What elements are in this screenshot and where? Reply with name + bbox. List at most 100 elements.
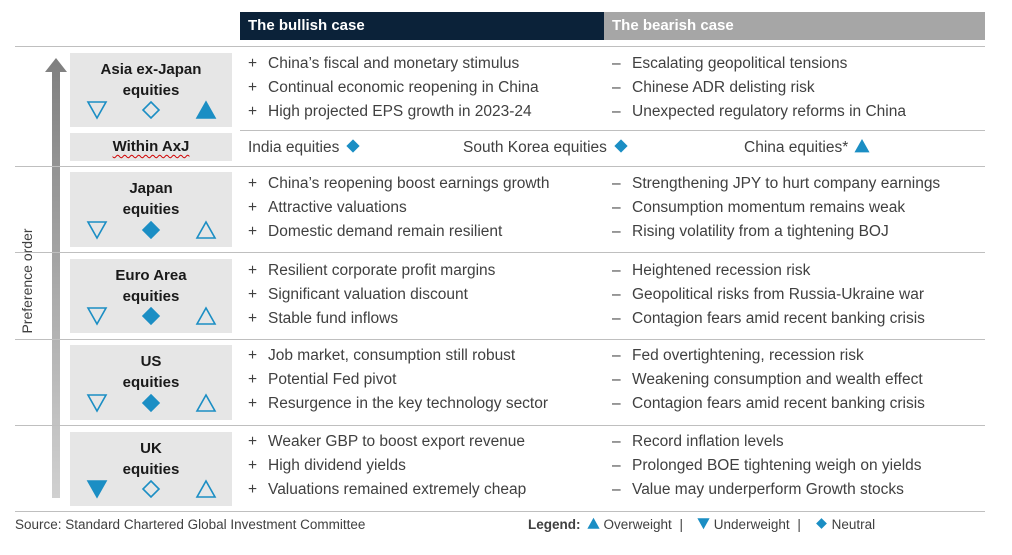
within-axj-item: South Korea equities (463, 137, 629, 159)
plus-marker: + (248, 371, 258, 388)
bearish-point: – Contagion fears amid recent banking cri… (612, 308, 925, 330)
minus-marker: – (612, 55, 621, 72)
legend-separator: | (793, 517, 805, 532)
underweight-triangle-icon (86, 305, 108, 327)
neutral-diamond-icon (140, 99, 162, 121)
neutral-diamond-icon (339, 139, 361, 156)
bullish-text: High dividend yields (268, 457, 406, 474)
bearish-text: Weakening consumption and wealth effect (632, 371, 923, 388)
minus-marker: – (612, 433, 621, 450)
bullish-point: + Job market, consumption still robust (248, 345, 515, 367)
minus-marker: – (612, 199, 621, 216)
plus-marker: + (248, 457, 258, 474)
plus-marker: + (248, 395, 258, 412)
within-axj-text: China equities* (744, 139, 849, 156)
plus-marker: + (248, 223, 258, 240)
bullish-text: Domestic demand remain resilient (268, 223, 503, 240)
market-name: Asia ex-Japan equities (100, 61, 202, 99)
bearish-text: Prolonged BOE tightening weigh on yields (632, 457, 922, 474)
bearish-point: – Record inflation levels (612, 431, 784, 453)
underweight-triangle-icon (691, 517, 714, 532)
bullish-point: + Domestic demand remain resilient (248, 221, 502, 243)
overweight-triangle-icon (195, 219, 217, 241)
neutral-diamond-icon (809, 517, 832, 532)
bullish-text: Significant valuation discount (268, 286, 468, 303)
bearish-text: Escalating geopolitical tensions (632, 55, 848, 72)
market-name: Japan equities (122, 180, 180, 218)
underweight-triangle-icon (86, 99, 108, 121)
row-divider (240, 130, 985, 131)
bearish-text: Consumption momentum remains weak (632, 199, 906, 216)
bullish-text: Attractive valuations (268, 199, 407, 216)
bullish-point: + China’s reopening boost earnings growth (248, 173, 549, 195)
legend: Legend: Overweight | Underweight | Neutra… (528, 517, 875, 532)
plus-marker: + (248, 103, 258, 120)
market-label-cell: UK equities (70, 432, 232, 506)
minus-marker: – (612, 175, 621, 192)
bearish-text: Contagion fears amid recent banking cris… (632, 310, 925, 327)
row-divider (15, 166, 985, 167)
bullish-text: Potential Fed pivot (268, 371, 397, 388)
minus-marker: – (612, 395, 621, 412)
row-divider (15, 339, 985, 340)
row-divider (15, 511, 985, 512)
within-axj-text: South Korea equities (463, 139, 607, 156)
bearish-text: Heightened recession risk (632, 262, 811, 279)
minus-marker: – (612, 347, 621, 364)
bullish-point: + Resilient corporate profit margins (248, 260, 495, 282)
bullish-point: + Potential Fed pivot (248, 369, 396, 391)
bearish-text: Strengthening JPY to hurt company earnin… (632, 175, 941, 192)
overweight-triangle-icon (848, 138, 870, 156)
market-label-cell: US equities (70, 345, 232, 420)
market-label-cell: Euro Area equities (70, 259, 232, 333)
plus-marker: + (248, 347, 258, 364)
neutral-diamond-icon (140, 219, 162, 241)
bearish-text: Contagion fears amid recent banking cris… (632, 395, 925, 412)
market-label-cell: Japan equities (70, 172, 232, 247)
market-name: Euro Area equities (115, 267, 187, 305)
bullish-text: Continual economic reopening in China (268, 79, 539, 96)
market-name: US equities (122, 353, 180, 391)
plus-marker: + (248, 481, 258, 498)
bearish-point: – Escalating geopolitical tensions (612, 53, 847, 75)
neutral-diamond-icon (607, 139, 629, 156)
preference-arrow-icon (45, 58, 67, 498)
row-divider (15, 252, 985, 253)
bearish-header: The bearish case (604, 12, 985, 40)
plus-marker: + (248, 310, 258, 327)
underweight-triangle-icon (86, 392, 108, 414)
minus-marker: – (612, 262, 621, 279)
bullish-text: Resilient corporate profit margins (268, 262, 496, 279)
bearish-point: – Contagion fears amid recent banking cri… (612, 393, 925, 415)
bullish-text: High projected EPS growth in 2023-24 (268, 103, 532, 120)
minus-marker: – (612, 371, 621, 388)
bearish-point: – Value may underperform Growth stocks (612, 479, 904, 501)
bullish-point: + Significant valuation discount (248, 284, 468, 306)
plus-marker: + (248, 55, 258, 72)
minus-marker: – (612, 79, 621, 96)
bearish-text: Value may underperform Growth stocks (632, 481, 904, 498)
bullish-point: + Stable fund inflows (248, 308, 398, 330)
bullish-text: Stable fund inflows (268, 310, 399, 327)
bearish-text: Record inflation levels (632, 433, 784, 450)
bearish-point: – Prolonged BOE tightening weigh on yield… (612, 455, 922, 477)
bearish-point: – Rising volatility from a tightening BOJ (612, 221, 889, 243)
bullish-point: + High projected EPS growth in 2023-24 (248, 101, 532, 123)
legend-separator: | (675, 517, 687, 532)
bearish-point: – Heightened recession risk (612, 260, 810, 282)
plus-marker: + (248, 286, 258, 303)
minus-marker: – (612, 286, 621, 303)
neutral-diamond-icon (140, 392, 162, 414)
row-divider (15, 425, 985, 426)
underweight-triangle-icon (86, 219, 108, 241)
bullish-text: Weaker GBP to boost export revenue (268, 433, 526, 450)
overweight-triangle-icon (195, 305, 217, 327)
row-divider (15, 46, 985, 47)
bearish-point: – Consumption momentum remains weak (612, 197, 905, 219)
bearish-text: Chinese ADR delisting risk (632, 79, 815, 96)
minus-marker: – (612, 457, 621, 474)
overweight-triangle-icon (581, 517, 604, 532)
plus-marker: + (248, 433, 258, 450)
plus-marker: + (248, 199, 258, 216)
bearish-text: Unexpected regulatory reforms in China (632, 103, 906, 120)
